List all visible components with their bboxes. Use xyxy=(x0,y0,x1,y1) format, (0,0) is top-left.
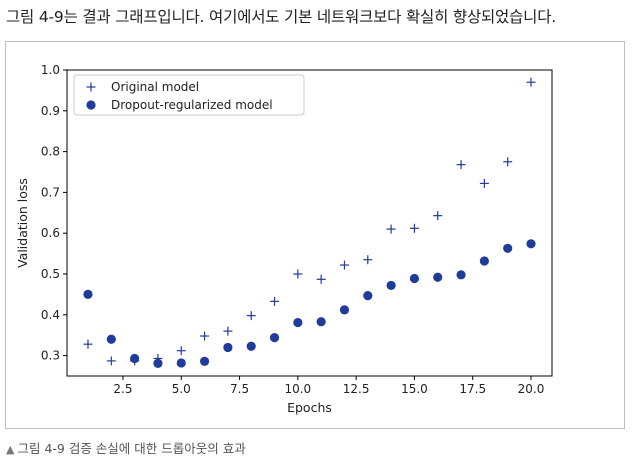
dropout-model-point xyxy=(293,317,303,328)
y-tick-label: 0.5 xyxy=(41,267,60,281)
dropout-model-point xyxy=(130,353,140,364)
original-model-point xyxy=(246,311,256,321)
legend-box xyxy=(73,74,305,116)
original-model-point xyxy=(433,211,443,221)
x-tick-label: 15.0 xyxy=(401,382,428,396)
dropout-model-point xyxy=(386,280,396,291)
dropout-model-point xyxy=(199,356,210,366)
dropout-model-point xyxy=(456,270,466,280)
validation-loss-chart: 2.5 5.0 7.5 10.0 12.5 15.0 17.5 20.0 0.3 0.4 0.5 0.… xyxy=(15,63,553,415)
dropout-model-point xyxy=(526,239,536,249)
original-model-point xyxy=(270,296,280,306)
dropout-model-point xyxy=(269,333,280,343)
dropout-model-point xyxy=(223,342,233,353)
original-model-point xyxy=(316,274,326,284)
figure-frame: 2.5 5.0 7.5 10.0 12.5 15.0 17.5 20.0 0.3 0.4 0.5 0.… xyxy=(5,41,625,429)
dropout-model-point xyxy=(246,341,256,351)
original-model-point xyxy=(106,356,116,366)
original-model-point xyxy=(339,260,349,270)
original-model-point xyxy=(479,178,489,188)
caption-marker: ▲ xyxy=(6,443,15,456)
x-tick-label: 7.5 xyxy=(230,382,249,396)
original-model-point xyxy=(200,331,210,341)
x-tick-label: 10.0 xyxy=(284,382,311,396)
original-model-point xyxy=(386,224,396,234)
original-model-point xyxy=(456,160,466,170)
dropout-model-point xyxy=(409,273,420,284)
plot-area-frame xyxy=(66,69,553,377)
y-axis-label: Validation loss xyxy=(15,178,30,268)
original-model-point xyxy=(223,326,233,336)
caption-text: 그림 4-9 검증 손실에 대한 드롭아웃의 효과 xyxy=(17,441,246,456)
figure-caption: ▲ 그림 4-9 검증 손실에 대한 드롭아웃의 효과 xyxy=(6,438,246,457)
legend-marker-dropout xyxy=(86,100,96,110)
x-axis-label: Epochs xyxy=(287,400,332,415)
original-model-point xyxy=(363,255,373,265)
dropout-model-point xyxy=(153,358,163,368)
original-model-point xyxy=(83,339,93,349)
dropout-model-point xyxy=(176,358,186,368)
dropout-model-point xyxy=(339,305,350,315)
dropout-model-point xyxy=(479,256,489,266)
legend-label-dropout: Dropout-regularized model xyxy=(111,98,273,112)
legend-label-original: Original model xyxy=(111,80,199,94)
original-model-point xyxy=(526,77,536,87)
y-tick-label: 1.0 xyxy=(41,63,60,77)
dropout-model-point xyxy=(106,334,116,344)
dropout-model-point xyxy=(316,317,326,327)
original-model-point xyxy=(293,269,303,279)
original-model-point xyxy=(176,346,186,356)
x-tick-label: 20.0 xyxy=(518,382,545,396)
intro-text: 그림 4-9는 결과 그래프입니다. 여기에서도 기본 네트워크보다 확실히 향… xyxy=(6,8,557,26)
x-tick-label: 5.0 xyxy=(172,382,191,396)
legend-marker-original xyxy=(86,82,96,92)
y-tick-label: 0.6 xyxy=(41,226,60,240)
x-tick-label: 2.5 xyxy=(113,382,132,396)
dropout-model-point xyxy=(83,289,93,299)
x-tick-label: 12.5 xyxy=(343,382,370,396)
dropout-model-point xyxy=(363,291,373,301)
x-tick-label: 17.5 xyxy=(459,382,486,396)
y-tick-label: 0.8 xyxy=(41,145,60,159)
original-model-point xyxy=(503,157,513,167)
original-model-point xyxy=(409,223,419,233)
dropout-model-point xyxy=(433,272,443,282)
y-tick-label: 0.7 xyxy=(41,185,60,199)
y-tick-label: 0.3 xyxy=(41,349,60,363)
dropout-model-point xyxy=(503,243,513,253)
y-tick-label: 0.4 xyxy=(41,308,60,322)
y-tick-label: 0.9 xyxy=(41,104,60,118)
